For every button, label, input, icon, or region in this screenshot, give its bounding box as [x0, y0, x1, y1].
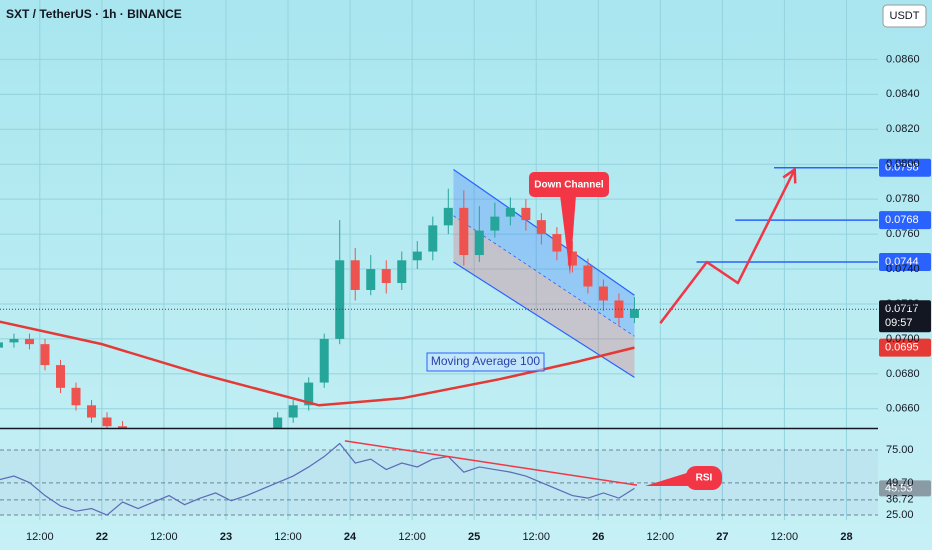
y-tick-label: 0.0800: [886, 158, 920, 170]
down-channel-label: Down Channel: [534, 180, 604, 191]
candle-body: [474, 230, 484, 256]
y-tick-label: 0.0860: [886, 53, 920, 65]
y-tick-label: 0.0760: [886, 228, 920, 240]
x-tick-label: 23: [220, 531, 232, 543]
candle-body: [273, 417, 283, 428]
x-tick-label: 22: [96, 531, 108, 543]
candle-body: [443, 207, 453, 226]
level-label-box: [879, 211, 931, 230]
moving-average: [0, 320, 635, 407]
candle-body: [55, 365, 65, 388]
y2-tick-label: 49.70: [886, 477, 914, 489]
projection-arrowhead: [782, 167, 797, 184]
currency-box[interactable]: [882, 4, 927, 28]
y-tick-label: 0.0840: [886, 88, 920, 100]
x-tick-label: 24: [344, 531, 357, 543]
x-tick-label: 12:00: [398, 531, 426, 543]
candle-body: [598, 286, 608, 301]
x-tick-label: 25: [468, 531, 480, 543]
level-label-box: [879, 253, 931, 272]
x-tick-label: 12:00: [522, 531, 550, 543]
x-tick-label: 27: [716, 531, 728, 543]
y-tick-label: 0.0700: [886, 333, 920, 345]
level-label-box: [879, 158, 931, 177]
rsi-label: RSI: [696, 473, 713, 484]
last-price-label: 0.0717: [885, 303, 919, 315]
x-tick-label: 12:00: [150, 531, 178, 543]
x-tick-label: 12:00: [26, 531, 54, 543]
rsi-callout: [686, 466, 722, 490]
countdown: 09:57: [885, 317, 913, 329]
ma-price-box: [879, 338, 931, 357]
down-channel-pointer: [560, 195, 576, 275]
x-tick-label: 28: [840, 531, 852, 543]
candle-body: [87, 405, 97, 418]
candle-body: [505, 207, 515, 217]
rsi-last-label: 45.53: [885, 482, 913, 494]
currency: USDT: [890, 10, 920, 22]
last-price-box: [879, 300, 931, 333]
down-channel-box: [529, 172, 609, 197]
rsi-pane: [0, 440, 878, 516]
candle-body: [459, 207, 469, 256]
y-tick-label: 0.0680: [886, 368, 920, 380]
ma-price-label: 0.0695: [885, 342, 919, 354]
candle-body: [9, 338, 19, 343]
y-tick-label: 0.0780: [886, 193, 920, 205]
channel-lower: [453, 261, 635, 378]
candle-body: [335, 260, 345, 339]
candle-body: [412, 251, 422, 261]
candle-body: [490, 216, 500, 231]
candle-body: [40, 344, 50, 366]
candle-body: [304, 382, 314, 406]
candle-body: [118, 426, 128, 428]
candle-body: [288, 405, 298, 418]
candle-body: [0, 342, 3, 348]
candle-body: [583, 265, 593, 287]
candle-body: [552, 234, 562, 252]
channel-lower-fill: [453, 215, 635, 378]
candle-body: [366, 269, 376, 290]
y-tick-label: 0.0820: [886, 123, 920, 135]
rsi-band: [0, 450, 878, 516]
y2-tick-label: 36.72: [886, 494, 914, 506]
candle-body: [381, 269, 391, 284]
channel-upper-fill: [453, 169, 635, 337]
y-tick-label: 0.0720: [886, 298, 920, 310]
candle-body: [319, 338, 329, 383]
candle-body: [350, 260, 360, 290]
rsi-pointer: [645, 472, 690, 486]
candle-body: [428, 225, 438, 252]
candle-body: [536, 220, 546, 235]
candle-body: [102, 417, 112, 427]
level-label: 0.0744: [885, 256, 919, 268]
rsi-last-box: [879, 480, 931, 497]
level-label: 0.0768: [885, 214, 919, 226]
rsi-divergence: [344, 440, 638, 486]
ma-label-box: [426, 352, 545, 372]
x-tick-label: 12:00: [771, 531, 799, 543]
level-label: 0.0798: [885, 162, 919, 174]
candle-body: [71, 387, 81, 406]
y-tick-label: 0.0660: [886, 403, 920, 415]
candle-body: [629, 309, 639, 318]
candle-body: [24, 338, 34, 345]
candle-body: [567, 251, 577, 266]
rsi-line: [0, 442, 635, 516]
candle-body: [397, 260, 407, 284]
y2-tick-label: 25.00: [886, 509, 914, 521]
x-tick-label: 26: [592, 531, 604, 543]
projection-path: [659, 168, 796, 324]
y2-tick-label: 75.00: [886, 444, 914, 456]
x-tick-label: 12:00: [647, 531, 675, 543]
chart-title: SXT / TetherUS · 1h · BINANCE: [6, 7, 182, 21]
ma-label: Moving Average 100: [431, 354, 541, 368]
x-tick-label: 12:00: [274, 531, 302, 543]
y-tick-label: 0.0740: [886, 263, 920, 275]
candle-body: [521, 207, 531, 221]
